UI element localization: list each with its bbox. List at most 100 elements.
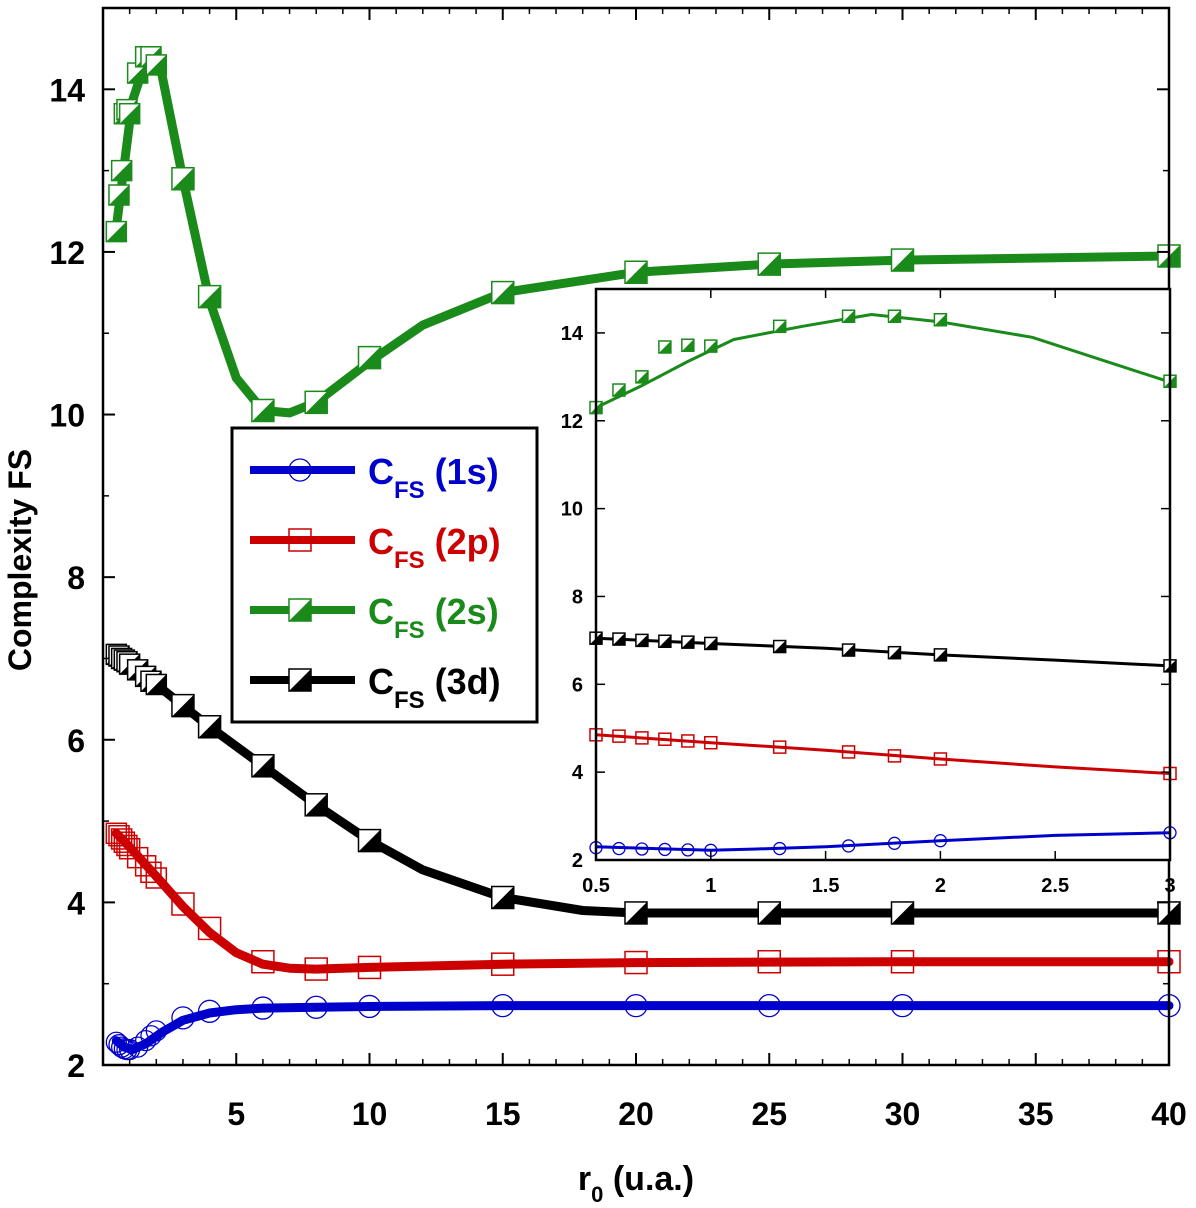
inset-y-tick-label: 14 — [561, 323, 584, 345]
marker-1s-6 — [126, 1036, 149, 1058]
x-axis-title-sub: 0 — [591, 1182, 603, 1207]
inset-marker-2s-7 — [841, 309, 856, 323]
marker-2s-15 — [491, 280, 515, 305]
marker-2s-17 — [757, 252, 781, 276]
legend-label-sub: FS — [394, 477, 425, 504]
inset-series-markers — [589, 309, 1177, 857]
marker-3d-9 — [145, 673, 168, 696]
x-tick-label: 25 — [751, 1096, 787, 1132]
legend-label-sub: FS — [394, 617, 425, 644]
inset-marker-1s-3 — [658, 842, 672, 857]
legend-label-2s: CFS (2s) — [368, 591, 499, 644]
legend-marker-1s — [288, 458, 312, 482]
legend-label-main: C — [368, 451, 394, 492]
main-series-markers — [105, 46, 1181, 1061]
inset-marker-1s-8 — [887, 836, 902, 850]
inset-x-tick-label: 2.5 — [1041, 875, 1069, 897]
marker-3d-10 — [171, 693, 195, 718]
inset-marker-2s-9 — [933, 312, 948, 327]
inset-marker-1s-9 — [933, 834, 948, 848]
inset-marker-2s-3 — [658, 340, 672, 354]
legend: CFS (1s)CFS (2p)CFS (2s)CFS (3d) — [230, 426, 539, 724]
inset-marker-2s-2 — [635, 370, 649, 384]
legend-marker-3d — [288, 668, 312, 692]
marker-1s-11 — [197, 999, 222, 1023]
inset-marker-2p-1 — [612, 729, 626, 743]
inset-marker-2s-5 — [704, 339, 718, 353]
x-tick-label: 15 — [485, 1096, 521, 1132]
inset-frame — [594, 287, 1172, 862]
inset-marker-1s-4 — [681, 843, 695, 857]
legend-label-text: (2s) — [425, 591, 499, 632]
inset-marker-3d-4 — [681, 635, 695, 649]
series-line-1s — [111, 1001, 1174, 1055]
legend-label-text: (2p) — [425, 521, 501, 562]
inset-y-tick-label: 10 — [561, 499, 583, 521]
marker-1s-9 — [145, 1020, 167, 1042]
marker-2s-0 — [105, 220, 128, 243]
legend-label-3d: CFS (3d) — [368, 661, 501, 714]
legend-label-text: (1s) — [425, 451, 499, 492]
marker-3d-15 — [491, 885, 515, 910]
marker-1s-8 — [140, 1025, 162, 1047]
inset-x-tick-label: 3 — [1164, 875, 1175, 897]
marker-2p-9 — [145, 867, 168, 889]
marker-2s-13 — [304, 390, 328, 415]
y-tick-label: 12 — [49, 235, 85, 271]
inset-marker-2p-5 — [704, 735, 718, 750]
marker-1s-0 — [105, 1031, 127, 1053]
inset-x-tick-label: 2 — [935, 875, 946, 897]
marker-1s-15 — [491, 993, 515, 1018]
x-tick-label: 20 — [618, 1096, 654, 1132]
inset-marker-3d-5 — [704, 636, 718, 651]
x-tick-label: 5 — [227, 1096, 245, 1132]
marker-2p-6 — [126, 846, 149, 869]
legend-label-text: (3d) — [425, 661, 501, 702]
marker-2p-8 — [140, 861, 162, 884]
marker-3d-18 — [890, 901, 915, 925]
inset-marker-2p-7 — [841, 745, 856, 759]
inset-marker-2s-6 — [772, 319, 787, 334]
legend-item-1s: CFS (1s) — [250, 451, 499, 504]
x-axis-title-unit: (u.a.) — [603, 1160, 694, 1198]
y-tick-label: 4 — [67, 885, 85, 921]
inset-series-line-2p — [595, 733, 1171, 775]
marker-3d-12 — [251, 754, 275, 778]
inset-marker-1s-2 — [635, 842, 649, 856]
legend-item-2s: CFS (2s) — [250, 591, 499, 644]
inset-y-tick-label: 4 — [572, 762, 584, 784]
legend-label-main: C — [368, 521, 394, 562]
inset-x-tick-label: 0.5 — [582, 875, 610, 897]
inset-marker-2p-3 — [658, 732, 672, 746]
inset-marker-1s-7 — [841, 839, 856, 853]
inset-axis-ticks: 0.5 1 1.5 2 2.5 3 2 4 6 8 10 12 14 — [561, 289, 1176, 897]
inset-y-tick-label: 6 — [572, 674, 583, 696]
inset-marker-3d-8 — [887, 645, 902, 660]
inset-x-tick-label: 1.5 — [812, 875, 840, 897]
inset-marker-2s-1 — [612, 383, 626, 397]
x-tick-label: 30 — [885, 1096, 921, 1132]
marker-2s-12 — [251, 398, 275, 423]
inset-marker-2s-4 — [681, 338, 695, 352]
inset-marker-2p-2 — [635, 731, 649, 745]
legend-box — [230, 426, 539, 724]
marker-3d-11 — [197, 715, 222, 739]
marker-2p-5 — [118, 837, 141, 860]
y-tick-label: 6 — [67, 723, 85, 759]
x-tick-label: 35 — [1018, 1096, 1054, 1132]
inset-marker-1s-6 — [773, 841, 787, 856]
marker-1s-2 — [111, 1036, 133, 1058]
legend-label-2p: CFS (2p) — [368, 521, 501, 574]
inset-marker-2p-8 — [887, 749, 902, 763]
marker-3d-13 — [304, 793, 328, 817]
y-tick-label: 2 — [67, 1048, 85, 1084]
inset-marker-3d-2 — [635, 633, 649, 648]
inset-y-tick-label: 12 — [561, 411, 583, 433]
marker-1s-16 — [624, 993, 648, 1018]
inset-marker-3d-9 — [933, 648, 948, 662]
inset-marker-1s-1 — [612, 841, 626, 856]
marker-2p-12 — [251, 949, 275, 974]
inset-marker-3d-6 — [772, 639, 787, 654]
